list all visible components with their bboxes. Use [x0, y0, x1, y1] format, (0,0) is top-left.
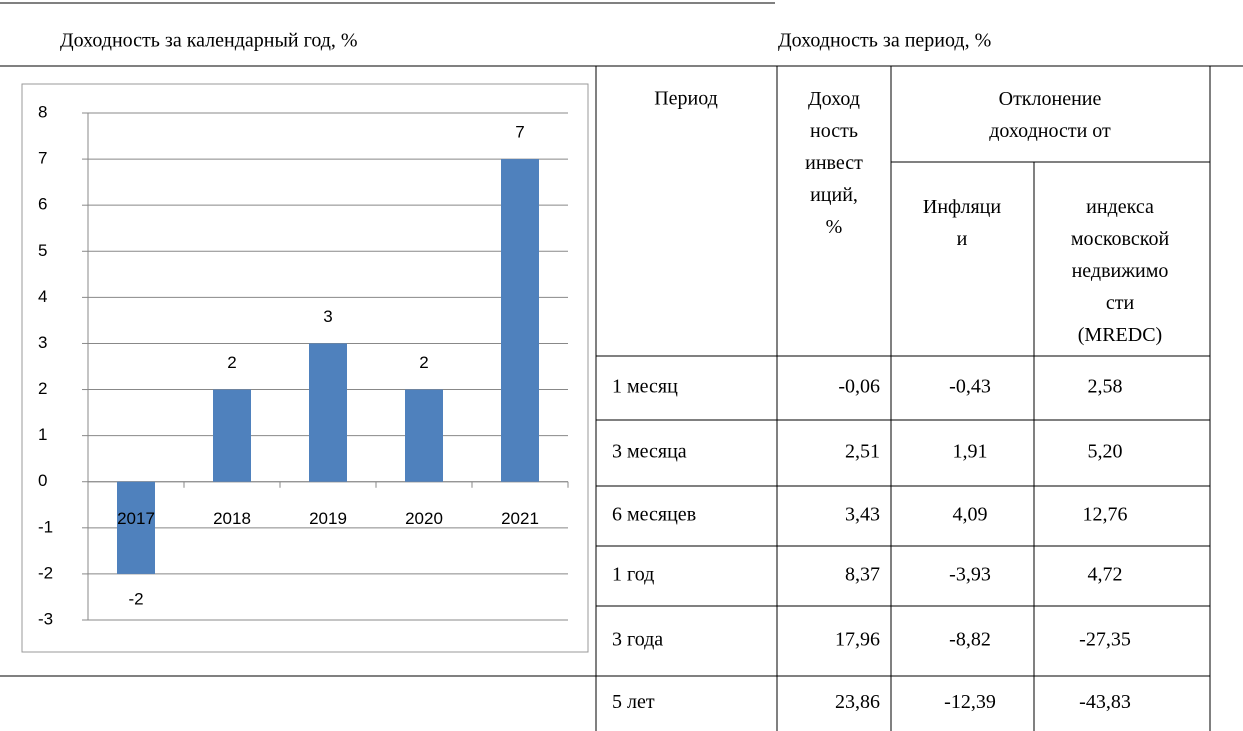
y-tick-label: 7: [38, 149, 47, 168]
left-title: Доходность за календарный год, %: [60, 30, 358, 52]
data-label: 2: [419, 353, 428, 372]
row-label: 5 лет: [612, 691, 655, 713]
bar: [405, 389, 443, 482]
y-tick-label: 0: [38, 471, 47, 490]
y-tick-label: -1: [38, 517, 53, 536]
y-tick-label: 6: [38, 195, 47, 214]
bar: [213, 389, 251, 482]
y-tick-label: 5: [38, 241, 47, 260]
table-cell: 4,09: [953, 504, 988, 526]
table-cell: -12,39: [944, 691, 996, 713]
right-title: Доходность за период, %: [778, 30, 991, 52]
table-cell: 4,72: [1088, 564, 1123, 586]
data-label: 3: [323, 307, 332, 326]
y-tick-label: 8: [38, 102, 47, 121]
row-label: 1 год: [612, 564, 654, 586]
row-label: 1 месяц: [612, 376, 678, 398]
data-label: 7: [515, 123, 524, 142]
bar: [117, 481, 155, 574]
table-cell: 23,86: [835, 691, 880, 713]
y-tick-label: -3: [38, 609, 53, 628]
y-tick-label: 1: [38, 425, 47, 444]
table-cell: -8,82: [949, 629, 991, 651]
row-label: 3 месяца: [612, 441, 687, 463]
data-label: 2: [227, 353, 236, 372]
table-cell: -0,43: [949, 376, 991, 398]
header-cell: Доход ность инвест иций,%: [805, 88, 863, 238]
header-cell: Инфляци и: [923, 196, 1001, 250]
header-cell: Период: [654, 88, 718, 110]
header-cell: Отклонение доходности от: [989, 88, 1111, 142]
data-label: -2: [128, 589, 143, 608]
y-tick-label: 4: [38, 287, 47, 306]
x-tick-label: 2018: [213, 509, 251, 528]
bar: [501, 159, 539, 482]
table-cell: 2,58: [1088, 376, 1123, 398]
y-tick-label: 2: [38, 379, 47, 398]
table-cell: -43,83: [1079, 691, 1131, 713]
table-cell: 1,91: [953, 441, 988, 463]
table-cell: -0,06: [838, 376, 880, 398]
x-tick-label: 2017: [117, 509, 155, 528]
table-cell: 3,43: [845, 504, 880, 526]
table-cell: 5,20: [1088, 441, 1123, 463]
header-cell: индекса московской недвижимо сти (MREDC): [1071, 196, 1170, 346]
bar: [309, 343, 347, 482]
x-tick-label: 2021: [501, 509, 539, 528]
table-cell: 8,37: [845, 564, 880, 586]
x-tick-label: 2019: [309, 509, 347, 528]
table-cell: 17,96: [835, 629, 880, 651]
x-tick-label: 2020: [405, 509, 443, 528]
chart-frame: [21, 83, 589, 653]
row-label: 3 года: [612, 629, 663, 651]
table-cell: 12,76: [1083, 504, 1128, 526]
table-cell: -27,35: [1079, 629, 1131, 651]
y-tick-label: -2: [38, 563, 53, 582]
row-label: 6 месяцев: [612, 504, 696, 526]
y-tick-label: 3: [38, 333, 47, 352]
table-cell: -3,93: [949, 564, 991, 586]
table-cell: 2,51: [845, 441, 880, 463]
